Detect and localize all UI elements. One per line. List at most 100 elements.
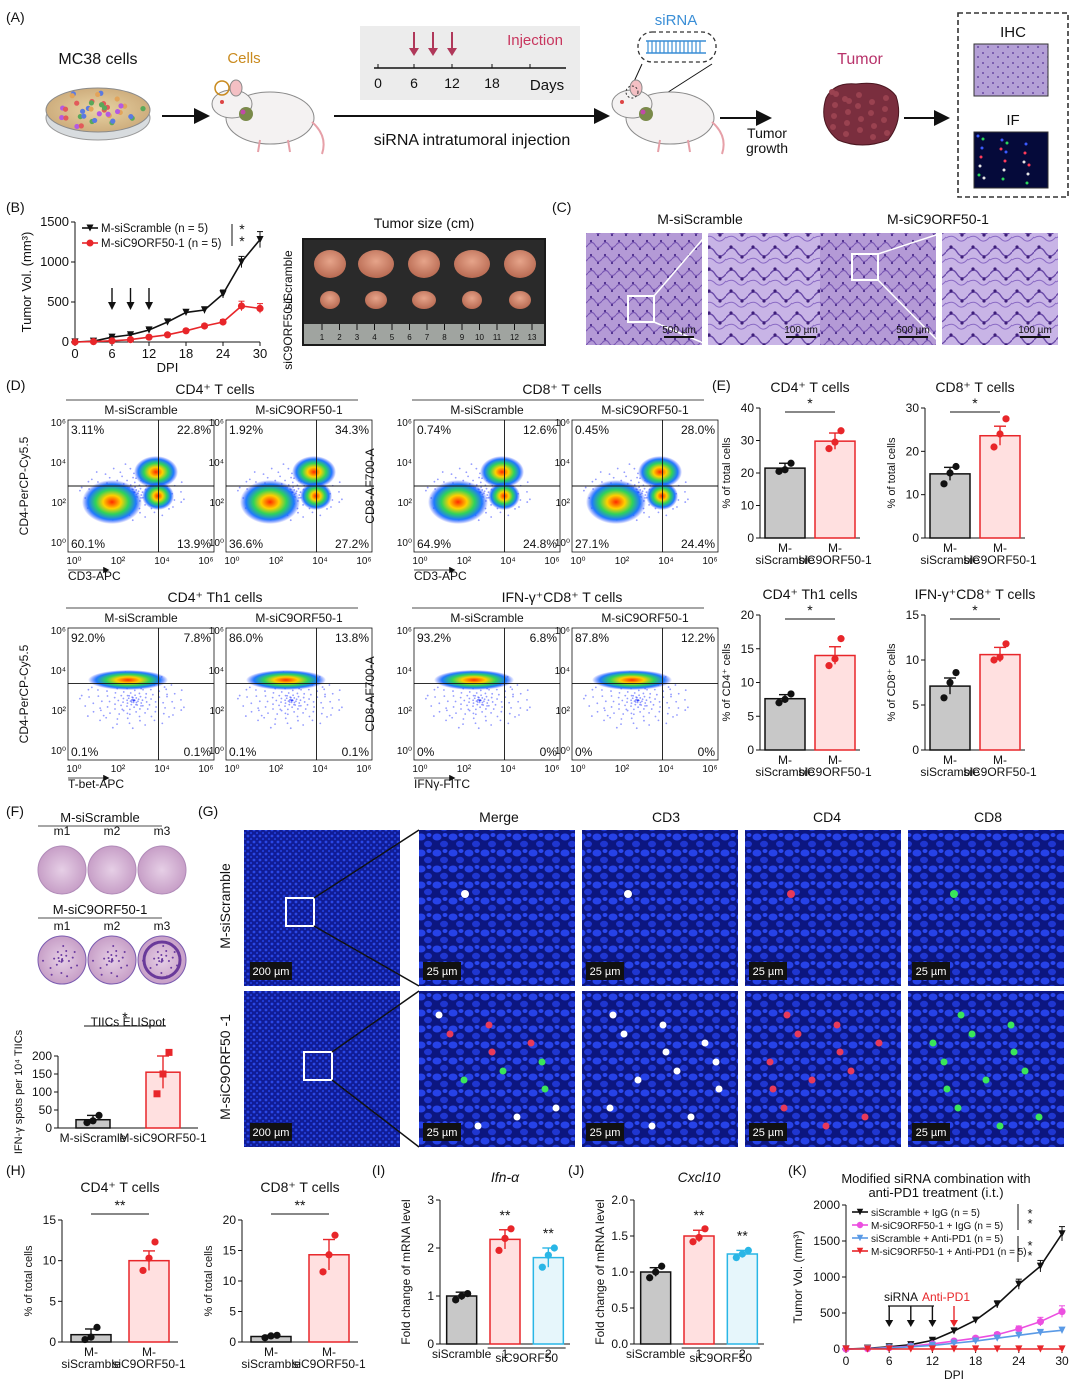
- flow-event: [90, 478, 93, 481]
- tumor-texture: [883, 95, 889, 101]
- cell-dot: [59, 114, 65, 121]
- sirna-arrowhead-icon: [928, 1320, 937, 1327]
- if-image: [745, 830, 901, 986]
- quadrant-ur: 28.0%: [681, 423, 715, 437]
- quadrant-lr: 24.4%: [681, 537, 715, 551]
- data-point: [237, 302, 246, 310]
- if-signal-spot: [833, 1021, 841, 1029]
- elispot-spot: [120, 966, 123, 969]
- flow-event: [153, 511, 156, 514]
- flow-event: [162, 701, 165, 704]
- flow-event: [626, 709, 629, 712]
- elispot-spot: [116, 975, 119, 978]
- y-tick-label: 10⁶: [555, 418, 570, 429]
- flow-event: [246, 696, 248, 698]
- flow-event: [601, 695, 604, 698]
- mouse-tumor-icon: [639, 107, 653, 121]
- flow-event: [95, 471, 98, 473]
- if-signal-spot: [861, 1113, 869, 1121]
- x-tick-label: 10⁶: [702, 764, 717, 775]
- zoom-box: [303, 1051, 333, 1081]
- data-point: [732, 1254, 740, 1262]
- flow-event: [297, 511, 299, 514]
- data-point: [1058, 1307, 1066, 1316]
- quadrant-ul: 3.11%: [71, 423, 104, 437]
- if-image: [419, 830, 575, 986]
- flow-event: [496, 715, 499, 718]
- cell-dot: [78, 123, 84, 129]
- data-point: [990, 443, 998, 451]
- quadrant-ur: 34.3%: [335, 423, 369, 437]
- flow-event: [260, 714, 263, 717]
- x-axis-label: DPI: [944, 1368, 964, 1382]
- quadrant-ur: 12.2%: [681, 631, 715, 645]
- flow-event: [464, 713, 467, 715]
- flow-event: [151, 693, 154, 696]
- y-tick-label: 10⁴: [555, 666, 570, 677]
- if-signal-spot: [1010, 1048, 1018, 1056]
- flow-event: [128, 694, 131, 697]
- well-title-siscramble: M-siScramble: [60, 810, 139, 825]
- flow-event: [312, 700, 315, 703]
- flow-event: [297, 695, 300, 698]
- flow-event: [468, 709, 471, 712]
- flow-event: [140, 702, 143, 704]
- if-dot: [977, 173, 981, 177]
- flow-event: [624, 704, 626, 707]
- data-point: [256, 236, 264, 244]
- ruler-label: 12: [510, 333, 519, 342]
- scale-bar-box: [250, 1123, 292, 1141]
- y-axis-label: % of total cells: [203, 1245, 215, 1316]
- sirna-arrowhead-icon: [885, 1320, 894, 1327]
- flow-event: [637, 689, 640, 692]
- flow-event: [477, 519, 480, 522]
- if-dot: [980, 146, 984, 150]
- flow-event: [455, 712, 457, 715]
- flow-event: [250, 702, 253, 705]
- flow-event: [257, 707, 260, 710]
- flow-event: [465, 471, 468, 474]
- flow-plot-title: M-siC9ORF50-1: [255, 403, 343, 417]
- flow-event: [462, 718, 465, 720]
- flow-event: [299, 699, 302, 702]
- elispot-spot: [156, 951, 159, 954]
- elispot-spot: [126, 964, 129, 967]
- flow-event: [248, 478, 251, 481]
- flow-event: [298, 494, 301, 496]
- flow-density: [428, 480, 488, 524]
- bar-chart-H1: 0 5 10 15 % of total cells CD4⁺ T cells M-siSc…: [23, 1179, 186, 1371]
- quadrant-lr: 0%: [540, 745, 558, 759]
- y-tick-label: 1.5: [611, 1229, 628, 1243]
- flow-event: [303, 701, 306, 703]
- flow-event: [526, 689, 529, 692]
- category-label: siScramble: [755, 765, 815, 779]
- data-point: [825, 445, 833, 453]
- flow-event: [255, 695, 258, 698]
- flow-event: [500, 700, 503, 703]
- flow-event: [670, 693, 672, 696]
- mouse-label: m2: [104, 919, 121, 933]
- if-signal-spot: [606, 1104, 614, 1112]
- x-tick-label: 10⁰: [412, 556, 427, 567]
- flow-event: [641, 700, 643, 703]
- flow-event: [319, 722, 322, 725]
- flow-event: [135, 701, 138, 704]
- elispot-spot: [106, 951, 109, 954]
- if-signal-spot: [620, 1030, 628, 1038]
- flow-event: [166, 693, 168, 696]
- flow-event: [618, 703, 620, 706]
- category-label: M-: [943, 753, 957, 767]
- x-axis-label: DPI: [157, 360, 179, 375]
- panel-label-C: (C): [552, 199, 571, 215]
- data-point: [139, 1266, 147, 1275]
- data-point: [952, 462, 960, 471]
- category-label: siC9ORF50-1: [798, 765, 872, 779]
- elispot-spot: [76, 964, 79, 967]
- data-point: [501, 1234, 509, 1242]
- flow-event: [272, 691, 275, 694]
- x-tick-label: 10⁴: [312, 764, 327, 775]
- flow-event: [618, 708, 620, 710]
- flow-event: [486, 494, 489, 496]
- flow-event: [477, 696, 480, 699]
- flow-event: [331, 499, 334, 501]
